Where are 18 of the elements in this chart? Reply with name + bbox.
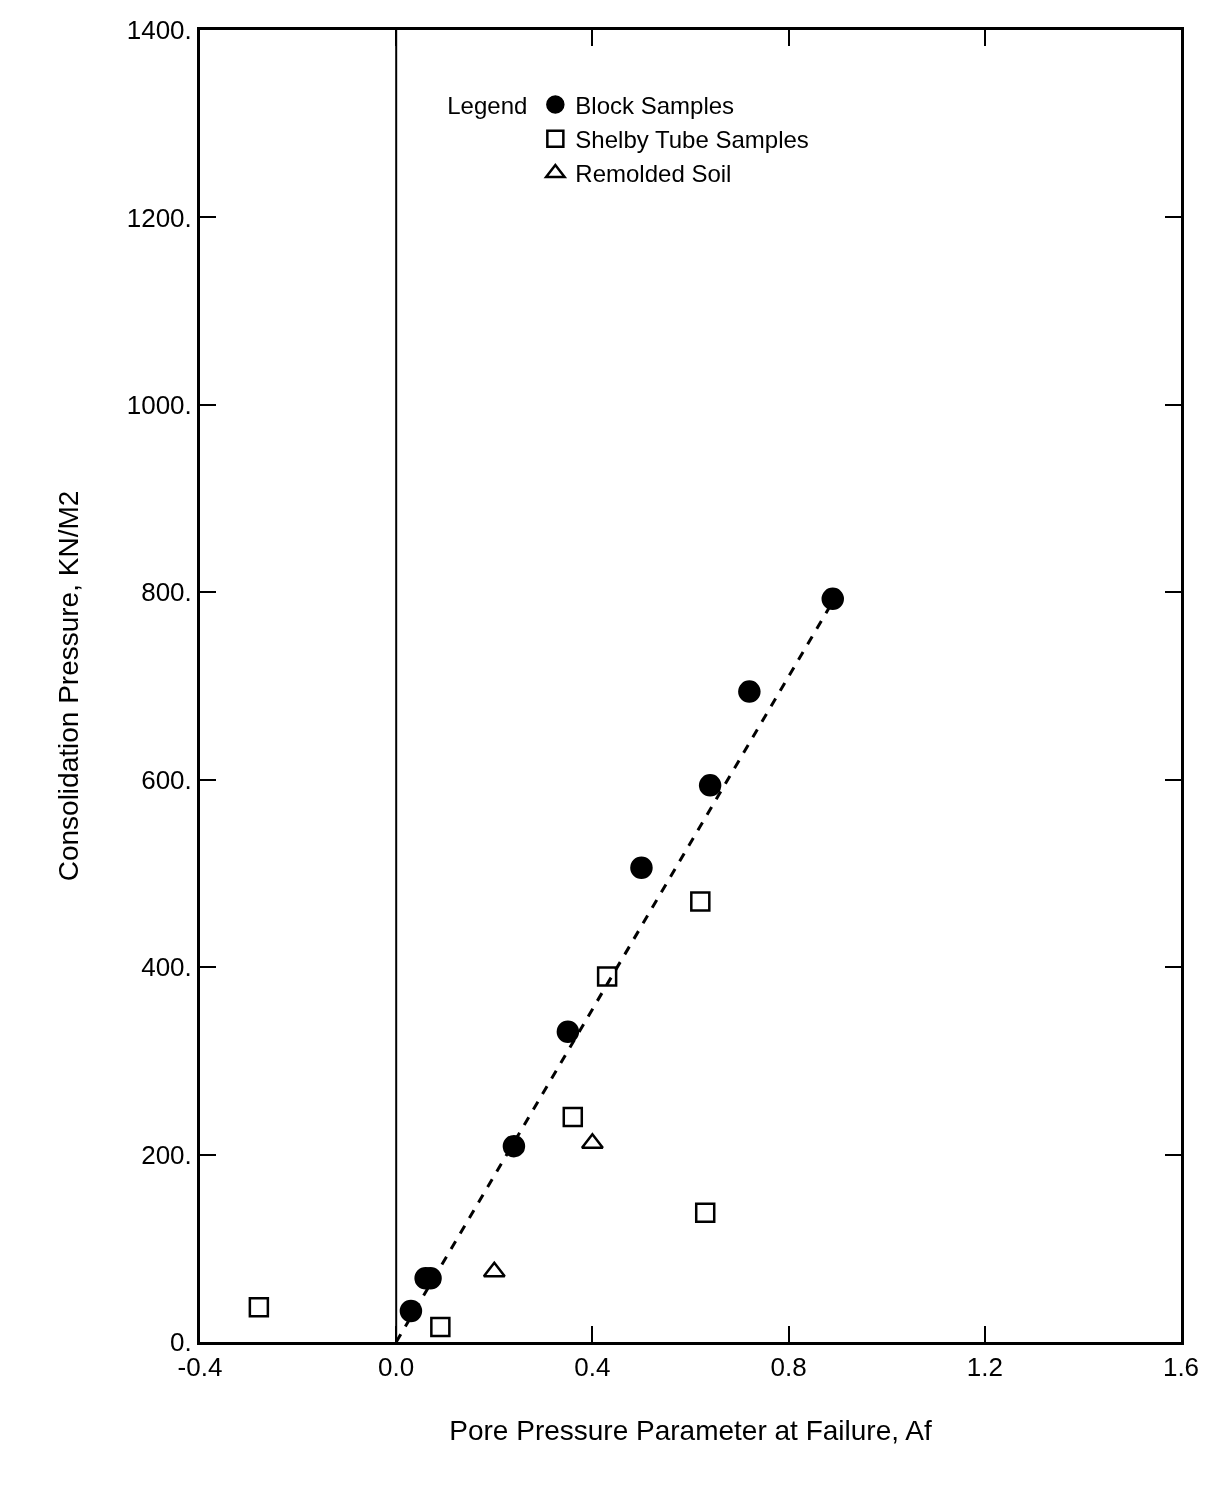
y-tick-label: 1000. [126, 389, 192, 420]
y-tick-label: 800. [141, 577, 192, 608]
x-tick-label: 0.8 [770, 1352, 807, 1383]
legend-title: Legend [447, 91, 528, 119]
y-tick-label: 1200. [126, 202, 192, 233]
legend-label: Block Samples [575, 91, 735, 119]
legend-label: Shelby Tube Samples [575, 126, 809, 154]
y-axis-title: Consolidation Pressure, KN/M2 [53, 490, 85, 882]
y-tick-label: 400. [141, 952, 192, 983]
y-tick-label: 600. [141, 764, 192, 795]
x-tick-label: 1.2 [966, 1352, 1003, 1383]
x-tick-label: 1.6 [1162, 1352, 1200, 1383]
legend-label: Remolded Soil [575, 160, 732, 188]
x-axis-title: Pore Pressure Parameter at Failure, Af [449, 1415, 932, 1447]
y-tick-label: 200. [141, 1139, 192, 1170]
x-tick-label: 0.0 [378, 1352, 415, 1383]
x-tick-label: 0.4 [574, 1352, 611, 1383]
y-tick-label: 1400. [126, 15, 192, 46]
